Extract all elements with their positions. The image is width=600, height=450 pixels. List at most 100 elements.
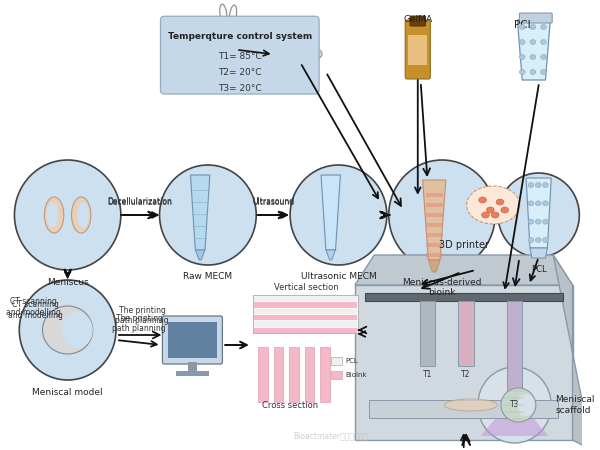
Bar (425, 243, 443, 247)
Text: CT scanning
and modelling: CT scanning and modelling (7, 297, 61, 317)
Ellipse shape (487, 207, 494, 213)
FancyBboxPatch shape (160, 16, 319, 94)
Polygon shape (530, 248, 547, 258)
Ellipse shape (188, 53, 196, 59)
Text: Meniscal
scaffold: Meniscal scaffold (555, 395, 595, 415)
Ellipse shape (501, 388, 536, 422)
Polygon shape (517, 20, 550, 80)
Text: T2= 20°C: T2= 20°C (218, 68, 262, 77)
Circle shape (498, 173, 579, 257)
Ellipse shape (62, 312, 93, 348)
Bar (188, 362, 197, 372)
Ellipse shape (528, 183, 534, 188)
Ellipse shape (220, 4, 227, 24)
Ellipse shape (191, 36, 228, 68)
Text: T1= 85°C: T1= 85°C (218, 52, 262, 61)
Ellipse shape (535, 201, 541, 206)
Bar (425, 233, 443, 237)
Polygon shape (526, 178, 551, 248)
Text: Ultrasound: Ultrasound (253, 198, 295, 207)
Ellipse shape (496, 199, 504, 205)
Ellipse shape (520, 69, 525, 75)
Polygon shape (326, 250, 335, 260)
Ellipse shape (530, 40, 536, 45)
Ellipse shape (43, 306, 93, 354)
Ellipse shape (272, 45, 322, 63)
Text: Ultrasound: Ultrasound (253, 197, 295, 206)
Text: T3: T3 (510, 400, 519, 409)
Bar (254, 309, 357, 314)
Circle shape (14, 160, 121, 270)
FancyBboxPatch shape (405, 20, 430, 79)
Text: Ultrasonic MECM: Ultrasonic MECM (301, 272, 376, 281)
Bar (253, 295, 358, 333)
Ellipse shape (528, 219, 534, 224)
FancyBboxPatch shape (410, 16, 425, 26)
Bar (331, 371, 343, 379)
Bar (320, 347, 330, 402)
Ellipse shape (218, 24, 240, 44)
Bar (258, 347, 268, 402)
Ellipse shape (299, 50, 305, 54)
Bar (176, 371, 209, 376)
Ellipse shape (501, 207, 509, 213)
Text: Bioactmater生物活性材料: Bioactmater生物活性材料 (293, 431, 368, 440)
Text: T2: T2 (461, 370, 471, 379)
Ellipse shape (445, 399, 497, 411)
Bar (254, 296, 357, 302)
Ellipse shape (541, 40, 547, 45)
Ellipse shape (196, 61, 214, 71)
Circle shape (290, 165, 387, 265)
FancyBboxPatch shape (520, 13, 552, 23)
Text: Decellularization: Decellularization (108, 197, 173, 206)
Ellipse shape (482, 212, 490, 218)
Circle shape (478, 367, 551, 443)
Ellipse shape (71, 197, 91, 233)
Polygon shape (321, 175, 340, 250)
Bar (254, 302, 357, 308)
Text: Meniscus: Meniscus (47, 278, 89, 287)
Text: Meniscus-derived
bioink: Meniscus-derived bioink (402, 278, 482, 297)
Polygon shape (422, 180, 446, 260)
Bar (425, 203, 443, 207)
Ellipse shape (520, 24, 525, 30)
Bar (425, 213, 443, 217)
Bar (365, 293, 563, 301)
Ellipse shape (535, 219, 541, 224)
Text: MFCs: MFCs (285, 19, 309, 28)
Bar (274, 347, 283, 402)
Polygon shape (553, 255, 592, 450)
Text: Bioink: Bioink (345, 372, 367, 378)
Bar (425, 223, 443, 227)
Bar (254, 315, 357, 320)
Text: Temperqture control system: Temperqture control system (167, 32, 312, 41)
Text: The printing
path planning: The printing path planning (112, 314, 166, 333)
Ellipse shape (291, 56, 297, 60)
Ellipse shape (542, 183, 548, 188)
Ellipse shape (520, 54, 525, 59)
Bar (370, 400, 558, 418)
Text: T3= 20°C: T3= 20°C (218, 84, 262, 93)
Bar (458, 301, 474, 366)
Text: GelMA: GelMA (403, 15, 433, 24)
Ellipse shape (542, 238, 548, 243)
Bar (425, 253, 443, 257)
Text: PCL: PCL (531, 265, 547, 274)
Bar (305, 347, 314, 402)
FancyBboxPatch shape (163, 316, 223, 364)
Bar (408, 35, 427, 65)
Ellipse shape (479, 197, 487, 203)
Bar (168, 322, 217, 358)
Ellipse shape (297, 61, 302, 65)
Circle shape (19, 280, 116, 380)
Text: PCL: PCL (345, 358, 358, 364)
Bar (425, 193, 443, 197)
Ellipse shape (46, 202, 58, 228)
Polygon shape (428, 260, 440, 272)
Ellipse shape (467, 186, 520, 224)
Ellipse shape (528, 201, 534, 206)
Text: Vertical section: Vertical section (274, 283, 339, 292)
Bar (254, 321, 357, 327)
Ellipse shape (541, 24, 547, 30)
Ellipse shape (530, 24, 536, 30)
